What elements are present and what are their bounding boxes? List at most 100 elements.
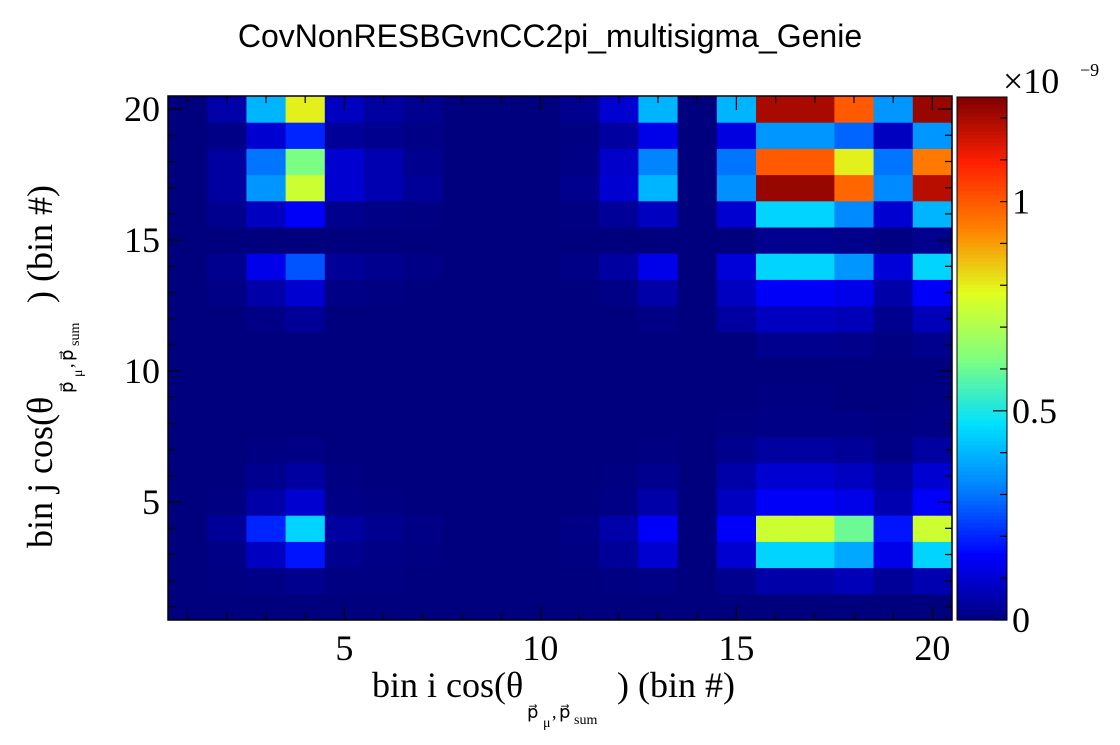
- colorbar-segment: [957, 478, 1007, 483]
- heatmap-cell: [442, 279, 483, 307]
- heatmap-cell: [756, 122, 796, 149]
- colorbar-segment: [957, 194, 1007, 199]
- heatmap-cell: [756, 148, 796, 176]
- heatmap-cell: [677, 541, 718, 569]
- heatmap-cell: [207, 358, 247, 385]
- heatmap-cell: [795, 358, 835, 385]
- colorbar-segment: [957, 444, 1007, 449]
- heatmap-cell: [403, 200, 443, 228]
- heatmap-cell: [520, 305, 561, 333]
- colorbar-segment: [957, 616, 1007, 621]
- heatmap-cell: [638, 200, 679, 228]
- heatmap-cell: [324, 253, 365, 280]
- heatmap-cell: [246, 279, 287, 307]
- heatmap-cell: [795, 541, 835, 569]
- heatmap-cell: [442, 567, 483, 595]
- heatmap-cell: [481, 331, 522, 359]
- colorbar-segment: [957, 287, 1007, 292]
- x-tick-label: 20: [914, 628, 950, 668]
- colorbar-segment: [957, 358, 1007, 363]
- heatmap-cell: [677, 200, 718, 228]
- heatmap-cell: [560, 410, 600, 438]
- x-axis-label-sub-psum: p⃗: [559, 702, 570, 722]
- heatmap-cell: [599, 174, 639, 202]
- colorbar-segment: [957, 537, 1007, 543]
- colorbar-segment: [957, 209, 1007, 214]
- heatmap-cell: [481, 200, 522, 228]
- heatmap-cell: [520, 489, 561, 516]
- heatmap-cell: [834, 279, 875, 307]
- heatmap-cell: [756, 253, 796, 280]
- colorbar-segment: [957, 403, 1007, 408]
- heatmap-cell: [364, 122, 404, 149]
- heatmap-cell: [560, 305, 600, 333]
- heatmap-cell: [716, 227, 757, 254]
- colorbar-segment: [957, 399, 1007, 404]
- heatmap-cell: [560, 148, 600, 176]
- y-axis-label-sub-sep: ,: [57, 364, 77, 369]
- heatmap-cell: [599, 462, 639, 490]
- colorbar-segment: [957, 410, 1007, 416]
- heatmap-cell: [285, 541, 326, 569]
- heatmap-cell: [756, 462, 796, 490]
- colorbar-segment: [957, 160, 1007, 165]
- heatmap-cell: [599, 122, 639, 149]
- heatmap-cell: [756, 541, 796, 569]
- heatmap-cell: [520, 253, 561, 280]
- colorbar-segment: [957, 104, 1007, 109]
- heatmap-cell: [481, 305, 522, 333]
- heatmap-cell: [403, 541, 443, 569]
- heatmap-cell: [364, 253, 404, 280]
- heatmap-cell: [873, 410, 914, 438]
- heatmap-cell: [246, 567, 287, 595]
- heatmap-cell: [560, 200, 600, 228]
- heatmap-cell: [599, 515, 639, 542]
- colorbar-segment: [957, 545, 1007, 550]
- heatmap-cell: [324, 227, 365, 254]
- heatmap-cell: [716, 489, 757, 516]
- heatmap-cell: [638, 279, 679, 307]
- heatmap-cell: [520, 358, 561, 385]
- heatmap-cell: [834, 358, 875, 385]
- heatmap-cell: [795, 489, 835, 516]
- heatmap-cell: [246, 489, 287, 516]
- colorbar-segment: [957, 496, 1007, 502]
- heatmap-cell: [442, 331, 483, 359]
- heatmap-cell: [481, 279, 522, 307]
- heatmap-cell: [207, 462, 247, 490]
- heatmap-cell: [403, 410, 443, 438]
- heatmap-cell: [285, 410, 326, 438]
- heatmap-cell: [246, 331, 287, 359]
- heatmap-cell: [481, 253, 522, 280]
- heatmap-cells: [168, 96, 953, 621]
- heatmap-cell: [285, 253, 326, 280]
- heatmap-cell: [560, 489, 600, 516]
- heatmap-cell: [481, 384, 522, 411]
- heatmap-cell: [324, 174, 365, 202]
- heatmap-cell: [873, 148, 914, 176]
- colorbar-segment: [957, 351, 1007, 356]
- colorbar-segment: [957, 384, 1007, 389]
- heatmap-cell: [834, 410, 875, 438]
- heatmap-cell: [285, 436, 326, 464]
- heatmap-cell: [403, 384, 443, 411]
- heatmap-cell: [560, 515, 600, 542]
- y-axis-label-sub-psum: p⃗: [57, 350, 77, 361]
- heatmap-cell: [834, 305, 875, 333]
- heatmap-cell: [795, 410, 835, 438]
- heatmap-cell: [716, 279, 757, 307]
- heatmap-cell: [873, 200, 914, 228]
- colorbar-segment: [957, 500, 1007, 505]
- heatmap-cell: [207, 567, 247, 595]
- heatmap-cell: [560, 253, 600, 280]
- heatmap-cell: [873, 541, 914, 569]
- heatmap-cell: [324, 436, 365, 464]
- colorbar-segment: [957, 138, 1007, 143]
- colorbar-segment: [957, 171, 1007, 177]
- colorbar-segment: [957, 451, 1007, 457]
- heatmap-cell: [324, 515, 365, 542]
- colorbar-segment: [957, 407, 1007, 412]
- heatmap-cell: [560, 567, 600, 595]
- colorbar-segment: [957, 115, 1007, 121]
- plot-frame: [167, 95, 953, 621]
